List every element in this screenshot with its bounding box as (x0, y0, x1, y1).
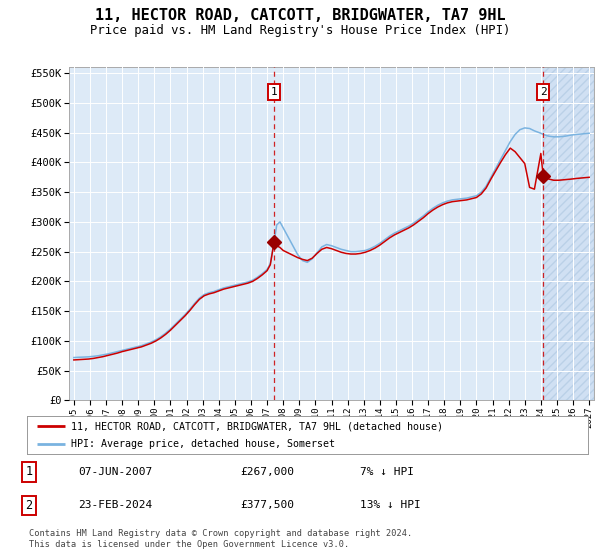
Text: 13% ↓ HPI: 13% ↓ HPI (360, 501, 421, 510)
Text: 07-JUN-2007: 07-JUN-2007 (78, 467, 152, 477)
Text: 7% ↓ HPI: 7% ↓ HPI (360, 467, 414, 477)
Text: HPI: Average price, detached house, Somerset: HPI: Average price, detached house, Some… (71, 439, 335, 449)
Text: 23-FEB-2024: 23-FEB-2024 (78, 501, 152, 510)
Text: 11, HECTOR ROAD, CATCOTT, BRIDGWATER, TA7 9HL (detached house): 11, HECTOR ROAD, CATCOTT, BRIDGWATER, TA… (71, 421, 443, 431)
Text: £377,500: £377,500 (240, 501, 294, 510)
Bar (69, 67, 543, 400)
Text: 2: 2 (540, 87, 547, 97)
Text: 1: 1 (25, 465, 32, 478)
Text: 2: 2 (25, 499, 32, 512)
Text: 1: 1 (271, 87, 278, 97)
Text: Contains HM Land Registry data © Crown copyright and database right 2024.
This d: Contains HM Land Registry data © Crown c… (29, 529, 412, 549)
Text: £267,000: £267,000 (240, 467, 294, 477)
Bar (543, 67, 594, 400)
Text: Price paid vs. HM Land Registry's House Price Index (HPI): Price paid vs. HM Land Registry's House … (90, 24, 510, 36)
Text: 11, HECTOR ROAD, CATCOTT, BRIDGWATER, TA7 9HL: 11, HECTOR ROAD, CATCOTT, BRIDGWATER, TA… (95, 8, 505, 24)
